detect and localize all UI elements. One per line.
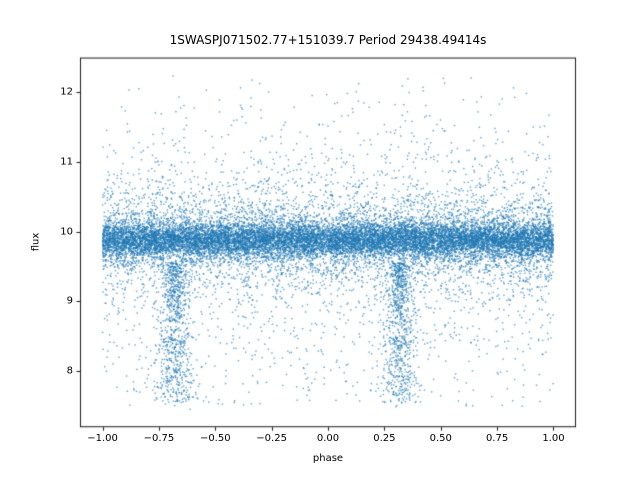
x-tick-label: −0.25 [256, 433, 287, 445]
x-tick-label: 1.00 [542, 433, 565, 445]
x-tick-label: −1.00 [87, 433, 118, 445]
y-tick-label: 10 [60, 226, 73, 238]
y-tick-label: 11 [60, 156, 73, 168]
y-axis-label: flux [30, 233, 42, 252]
x-tick-label: 0.50 [429, 433, 452, 445]
y-tick-label: 9 [66, 295, 73, 307]
y-tick-label: 8 [66, 365, 73, 377]
x-axis-label: phase [312, 453, 344, 465]
plot-area [80, 58, 576, 428]
y-tick-label: 12 [60, 86, 73, 98]
x-tick-label: 0.25 [373, 433, 396, 445]
chart-title: 1SWASPJ071502.77+151039.7 Period 29438.4… [169, 33, 487, 47]
x-tick-label: −0.75 [143, 433, 175, 445]
x-tick-label: −0.50 [199, 433, 231, 445]
x-tick-label: 0.00 [316, 433, 340, 445]
x-tick-label: 0.75 [485, 433, 509, 445]
